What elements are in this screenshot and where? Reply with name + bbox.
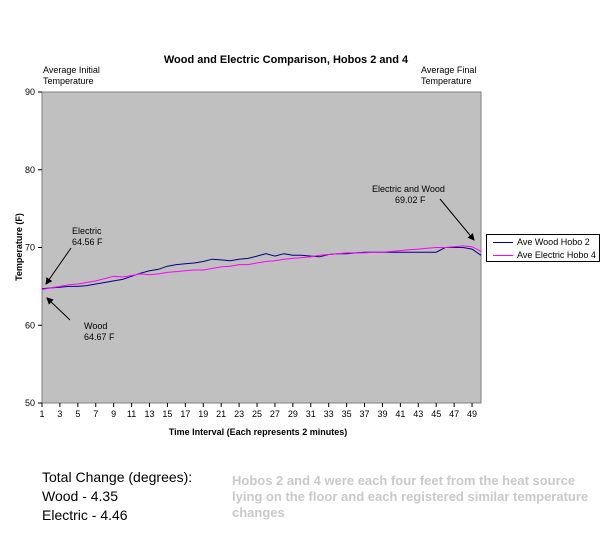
y-tick-label: 50 bbox=[25, 398, 35, 408]
x-tick-label: 15 bbox=[162, 409, 172, 419]
x-axis-label: Time Interval (Each represents 2 minutes… bbox=[169, 427, 347, 437]
y-axis: 50 60 70 80 90 bbox=[25, 87, 42, 408]
x-tick-label: 35 bbox=[342, 409, 352, 419]
y-tick-label: 80 bbox=[25, 165, 35, 175]
series-line-0 bbox=[41, 247, 482, 290]
x-tick-label: 25 bbox=[252, 409, 262, 419]
x-tick-label: 49 bbox=[467, 409, 477, 419]
summary-electric: Electric - 4.46 bbox=[42, 507, 128, 523]
plot-area bbox=[41, 91, 482, 404]
legend-item-wood: Ave Wood Hobo 2 bbox=[493, 236, 590, 248]
total-change-summary: Total Change (degrees): Wood - 4.35 Elec… bbox=[42, 468, 192, 525]
x-axis: 1 3 5 7 9 11 13 15 17 19 21 23 25 27 29 31 33 35 37 39 41 43 4… bbox=[39, 403, 477, 419]
y-tick-label: 60 bbox=[25, 320, 35, 330]
summary-heading: Total Change (degrees): bbox=[42, 469, 193, 485]
initial-label-line1: Average Initial bbox=[43, 65, 100, 75]
x-tick-label: 31 bbox=[306, 409, 316, 419]
legend-item-electric: Ave Electric Hobo 4 bbox=[493, 249, 596, 261]
x-tick-label: 13 bbox=[145, 409, 155, 419]
x-tick-label: 19 bbox=[198, 409, 208, 419]
final-label-line1: Average Final bbox=[421, 65, 476, 75]
x-tick-label: 33 bbox=[324, 409, 334, 419]
x-tick-label: 17 bbox=[180, 409, 190, 419]
end-label-line2: 69.02 F bbox=[395, 195, 426, 205]
x-tick-label: 23 bbox=[234, 409, 244, 419]
series-layer bbox=[41, 245, 482, 290]
x-tick-label: 7 bbox=[93, 409, 98, 419]
legend-label-electric: Ave Electric Hobo 4 bbox=[517, 250, 596, 260]
end-label-line1: Electric and Wood bbox=[372, 184, 445, 194]
x-tick-label: 37 bbox=[360, 409, 370, 419]
x-tick-label: 41 bbox=[395, 409, 405, 419]
legend-swatch-wood bbox=[493, 241, 513, 243]
x-tick-label: 9 bbox=[111, 409, 116, 419]
legend-label-wood: Ave Wood Hobo 2 bbox=[517, 237, 590, 247]
x-tick-label: 43 bbox=[413, 409, 423, 419]
y-tick-label: 70 bbox=[25, 243, 35, 253]
x-tick-label: 39 bbox=[377, 409, 387, 419]
electric-start-label-line2: 64.56 F bbox=[72, 237, 103, 247]
legend-swatch-electric bbox=[493, 254, 513, 256]
x-tick-label: 1 bbox=[39, 409, 44, 419]
electric-start-label-line1: Electric bbox=[72, 226, 102, 236]
temperature-line-chart: Wood and Electric Comparison, Hobos 2 an… bbox=[14, 54, 482, 437]
final-label-line2: Temperature bbox=[421, 76, 472, 86]
initial-label-line2: Temperature bbox=[43, 76, 94, 86]
end-arrow bbox=[439, 198, 475, 241]
summary-wood: Wood - 4.35 bbox=[42, 488, 119, 504]
x-tick-label: 47 bbox=[449, 409, 459, 419]
chart-legend: Ave Wood Hobo 2 Ave Electric Hobo 4 bbox=[486, 234, 600, 262]
x-tick-label: 21 bbox=[216, 409, 226, 419]
chart-title: Wood and Electric Comparison, Hobos 2 an… bbox=[164, 54, 409, 66]
wood-start-label-line1: Wood bbox=[84, 321, 107, 331]
x-tick-label: 5 bbox=[75, 409, 80, 419]
wood-start-arrow bbox=[46, 297, 71, 321]
hobo-note: Hobos 2 and 4 were each four feet from t… bbox=[232, 473, 589, 520]
y-axis-label: Temperature (F) bbox=[14, 213, 24, 281]
electric-start-arrow bbox=[45, 247, 72, 285]
series-line-1 bbox=[41, 245, 482, 290]
x-tick-label: 45 bbox=[431, 409, 441, 419]
wood-start-label-line2: 64.67 F bbox=[84, 332, 115, 342]
x-tick-label: 3 bbox=[57, 409, 62, 419]
x-tick-label: 29 bbox=[288, 409, 298, 419]
y-tick-label: 90 bbox=[25, 87, 35, 97]
x-tick-label: 27 bbox=[270, 409, 280, 419]
x-tick-label: 11 bbox=[127, 409, 136, 419]
